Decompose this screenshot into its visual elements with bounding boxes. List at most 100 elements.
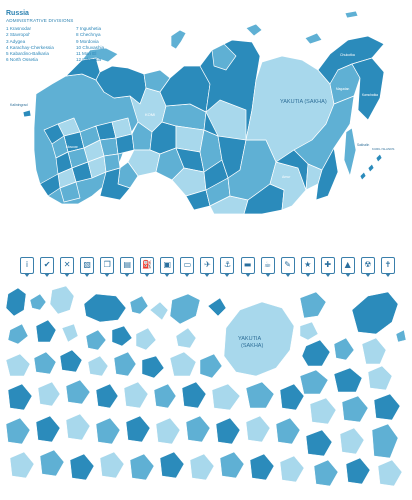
legend-column-right: 7 Ingushetia 8 Chechnya 9 Mordovia 10 Ch… <box>76 26 140 63</box>
region-piece <box>199 353 223 379</box>
info-icon: i <box>25 259 29 269</box>
region-piece <box>153 383 177 409</box>
region-piece <box>279 383 305 411</box>
info-pin-button[interactable]: i <box>20 256 34 277</box>
region-piece <box>249 453 275 481</box>
anchor-icon: ⚓ <box>223 259 232 269</box>
region-piece <box>305 429 333 457</box>
bed-icon: ▬ <box>243 259 252 269</box>
sakhalin <box>343 127 357 177</box>
tent-icon: ▲ <box>344 259 351 269</box>
kaliningrad-region <box>22 109 32 118</box>
taymyr-label-area <box>211 43 237 71</box>
region-piece <box>313 459 339 487</box>
region-piece <box>7 323 29 345</box>
region-piece <box>371 423 399 459</box>
close-icon: ✕ <box>63 259 71 269</box>
tent-pin-button[interactable]: ▲ <box>340 256 355 277</box>
region-piece <box>99 451 125 479</box>
region-piece <box>113 351 137 377</box>
close-pin-button[interactable]: ✕ <box>60 256 75 277</box>
region-piece <box>65 379 91 405</box>
legend-item: 10 Chuvashia <box>76 44 105 50</box>
region-piece <box>361 337 387 365</box>
region-piece <box>275 417 301 445</box>
murmansk <box>81 47 119 63</box>
bus-pin-button[interactable]: ▭ <box>180 256 195 277</box>
region-piece <box>69 453 95 481</box>
cross-pin-button[interactable]: ✝ <box>380 256 395 277</box>
region-piece <box>189 453 215 481</box>
region-piece <box>219 451 245 479</box>
region-piece <box>61 323 79 343</box>
legend: Russia ADMINISTRATIVE DIVISIONS 1 Krasno… <box>6 10 156 63</box>
legend-item: 8 Chechnya <box>76 32 101 38</box>
cup-icon: ☕ <box>263 259 272 269</box>
label-sakhalin: Sakhalin <box>357 143 369 147</box>
label-amur: Amur <box>282 175 291 179</box>
region-piece <box>333 367 363 393</box>
airplane-icon: ✈ <box>204 259 211 269</box>
russia-map: KOMI Kaliningrad Moscow YAKUTIA (SAKHA) … <box>10 10 394 215</box>
new-siberian-islands <box>304 32 323 45</box>
region-piece <box>95 417 121 445</box>
region-piece <box>5 287 27 317</box>
region-piece <box>345 457 371 485</box>
legend-item: 9 Mordovia <box>76 38 99 44</box>
train-pin-button[interactable]: ▣ <box>160 256 175 277</box>
hospital-pin-button[interactable]: ✚ <box>320 256 335 277</box>
pencil-pin-button[interactable]: ✎ <box>280 256 295 277</box>
label-magadan: Magadan <box>336 87 350 91</box>
region-piece <box>333 337 355 361</box>
document-pin-button[interactable]: ▤ <box>120 256 135 277</box>
radiation-icon: ☢ <box>364 259 372 269</box>
radiation-pin-button[interactable]: ☢ <box>360 256 375 277</box>
check-icon: ✔ <box>43 259 51 269</box>
region-piece <box>33 351 57 375</box>
region-piece <box>149 301 169 321</box>
label-kaliningrad: Kaliningrad <box>10 103 28 107</box>
region-piece <box>37 381 61 407</box>
yakutia-piece <box>223 301 295 377</box>
region-piece <box>175 327 197 349</box>
airplane-pin-button[interactable]: ✈ <box>200 256 215 277</box>
legend-subtitle: ADMINISTRATIVE DIVISIONS <box>6 18 74 23</box>
region-piece <box>207 297 227 317</box>
region-piece <box>309 397 337 425</box>
label-komi: KOMI <box>145 112 155 117</box>
star-pin-button[interactable]: ★ <box>300 256 315 277</box>
region-piece <box>185 415 211 443</box>
wrangel-island <box>344 10 359 19</box>
region-piece <box>5 353 31 377</box>
pencil-icon: ✎ <box>284 259 291 269</box>
label-moscow: Moscow <box>66 145 78 149</box>
legend-item: 3 Adygea <box>6 38 26 44</box>
anchor-pin-button[interactable]: ⚓ <box>220 256 235 277</box>
region-piece <box>339 427 365 455</box>
primorsky <box>315 147 339 201</box>
region-piece <box>35 319 57 343</box>
region-piece <box>39 449 65 477</box>
copy-icon: ❐ <box>103 259 111 269</box>
evenkia <box>205 99 247 141</box>
region-piece <box>351 291 399 335</box>
gas-station-pin-button[interactable]: ⛽ <box>140 256 155 277</box>
region-piece <box>125 415 151 443</box>
star-icon: ★ <box>304 259 312 269</box>
region-piece <box>87 355 109 377</box>
copy-pin-button[interactable]: ❐ <box>100 256 115 277</box>
document-icon: ▤ <box>123 259 132 269</box>
region-piece <box>211 383 241 411</box>
picture-pin-button[interactable]: ▧ <box>80 256 95 277</box>
bed-pin-button[interactable]: ▬ <box>240 256 255 277</box>
check-pin-button[interactable]: ✔ <box>40 256 55 277</box>
orenburg <box>99 167 131 201</box>
region-piece <box>5 417 31 445</box>
cup-pin-button[interactable]: ☕ <box>260 256 275 277</box>
region-piece <box>245 381 275 409</box>
region-piece <box>367 365 393 391</box>
region-piece <box>123 381 149 409</box>
region-piece <box>395 329 407 343</box>
region-piece <box>129 295 149 315</box>
legend-item: 11 Mari El <box>76 51 97 57</box>
